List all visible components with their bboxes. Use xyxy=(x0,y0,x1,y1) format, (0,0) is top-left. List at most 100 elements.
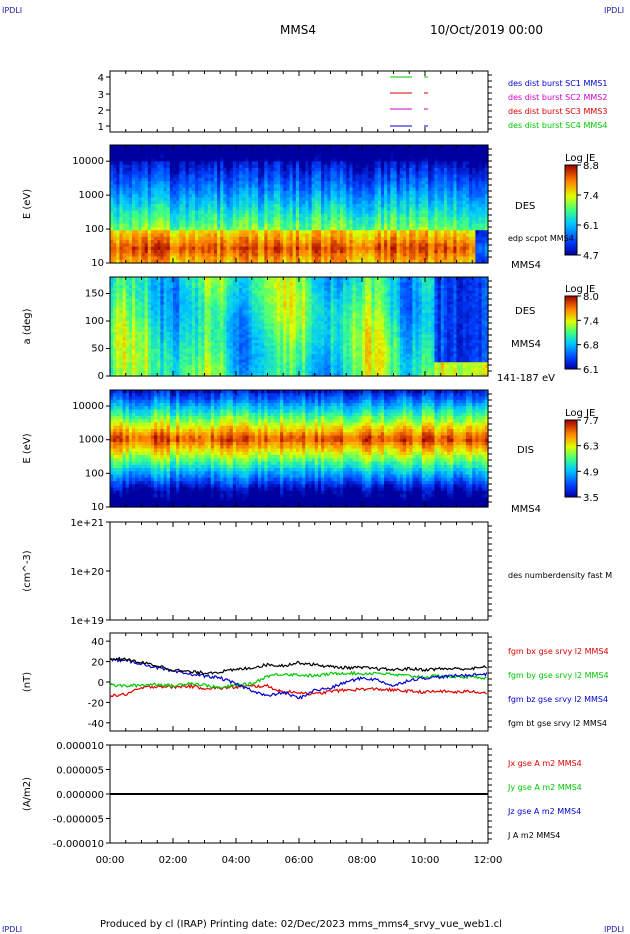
spectrogram-cell xyxy=(346,154,350,159)
spectrogram-cell xyxy=(160,190,165,195)
spectrogram-cell xyxy=(349,200,354,205)
spectrogram-cell xyxy=(132,236,136,241)
spectrogram-cell xyxy=(428,174,432,179)
spectrogram-cell xyxy=(311,226,316,231)
spectrogram-cell xyxy=(220,161,224,166)
spectrogram-cell xyxy=(128,184,133,189)
spectrogram-cell xyxy=(305,158,310,162)
spectrogram-cell xyxy=(399,240,404,244)
spectrogram-cell xyxy=(270,220,275,225)
spectrogram-cell xyxy=(113,194,117,199)
spectrogram-cell xyxy=(220,167,224,172)
spectrogram-cell xyxy=(317,177,322,182)
spectrogram-cell xyxy=(399,154,404,159)
spectrogram-cell xyxy=(314,220,319,225)
spectrogram-cell xyxy=(163,210,168,215)
spectrogram-cell xyxy=(336,148,341,153)
spectrogram-cell xyxy=(113,187,117,192)
spectrogram-cell xyxy=(163,259,168,264)
spectrogram-cell xyxy=(173,174,177,179)
spectrogram-cell xyxy=(182,187,187,192)
spectrogram-cell xyxy=(242,158,247,162)
spectrogram-cell xyxy=(393,190,398,195)
spectrogram-cell xyxy=(236,246,240,251)
spectrogram-cell xyxy=(280,256,284,261)
spectrogram-cell xyxy=(245,217,250,221)
spectrogram-cell xyxy=(399,249,404,254)
spectrogram-cell xyxy=(147,246,152,251)
spectrogram-cell xyxy=(428,158,432,162)
spectrogram-cell xyxy=(251,220,256,225)
spectrogram-cell xyxy=(125,253,130,258)
spectrogram-cell xyxy=(324,204,328,208)
spectrogram-cell xyxy=(138,187,143,192)
spectrogram-cell xyxy=(110,158,114,162)
spectrogram-cell xyxy=(261,190,265,195)
spectrogram-cell xyxy=(188,256,193,261)
spectrogram-cell xyxy=(163,148,168,153)
spectrogram-cell xyxy=(229,158,234,162)
spectrogram-cell xyxy=(406,243,410,248)
spectrogram-cell xyxy=(327,154,332,159)
spectrogram-cell xyxy=(276,223,281,228)
spectrogram-cell xyxy=(141,164,146,169)
spectrogram-cell xyxy=(330,174,335,179)
spectrogram-cell xyxy=(176,213,180,218)
spectrogram-cell xyxy=(327,184,332,189)
spectrogram-cell xyxy=(169,197,174,202)
spectrogram-cell xyxy=(292,158,297,162)
spectrogram-cell xyxy=(267,190,272,195)
spectrogram-cell xyxy=(308,151,313,156)
spectrogram-cell xyxy=(355,187,360,192)
spectrogram-cell xyxy=(333,204,338,208)
spectrogram-cell xyxy=(330,223,335,228)
spectrogram-cell xyxy=(399,217,404,221)
spectrogram-cell xyxy=(311,236,316,241)
spectrogram-cell xyxy=(223,190,228,195)
spectrogram-cell xyxy=(267,223,272,228)
spectrogram-cell xyxy=(182,197,187,202)
spectrogram-cell xyxy=(176,161,180,166)
spectrogram-cell xyxy=(210,167,215,172)
spectrogram-cell xyxy=(393,243,398,248)
spectrogram-cell xyxy=(122,197,127,202)
spectrogram-cell xyxy=(144,174,149,179)
spectrogram-cell xyxy=(254,148,259,153)
spectrogram-cell xyxy=(154,213,158,218)
spectrogram-cell xyxy=(198,167,202,172)
spectrogram-cell xyxy=(355,213,360,218)
spectrogram-cell xyxy=(264,230,269,235)
spectrogram-cell xyxy=(116,240,121,244)
spectrogram-cell xyxy=(166,204,171,208)
spectrogram-cell xyxy=(317,226,322,231)
spectrogram-cell xyxy=(220,184,224,189)
spectrogram-cell xyxy=(374,148,379,153)
spectrogram-cell xyxy=(390,207,395,212)
spectrogram-cell xyxy=(261,151,265,156)
spectrogram-cell xyxy=(380,207,385,212)
spectrogram-cell xyxy=(213,253,218,258)
spectrogram-cell xyxy=(198,204,202,208)
spectrogram-cell xyxy=(166,154,171,159)
spectrogram-cell xyxy=(251,164,256,169)
spectrogram-cell xyxy=(166,161,171,166)
spectrogram-cell xyxy=(374,230,379,235)
spectrogram-cell xyxy=(418,187,423,192)
spectrogram-cell xyxy=(362,253,366,258)
spectrogram-cell xyxy=(327,177,332,182)
spectrogram-cell xyxy=(358,233,363,238)
spectrogram-cell xyxy=(138,181,143,185)
spectrogram-cell xyxy=(258,200,262,205)
spectrogram-cell xyxy=(160,217,165,221)
spectrogram-cell xyxy=(377,197,382,202)
spectrogram-cell xyxy=(169,158,174,162)
spectrogram-cell xyxy=(406,151,410,156)
spectrogram-cell xyxy=(368,243,373,248)
spectrogram-cell xyxy=(286,154,291,159)
spectrogram-cell xyxy=(368,226,373,231)
spectrogram-cell xyxy=(421,177,426,182)
spectrogram-cell xyxy=(173,246,177,251)
spectrogram-cell xyxy=(289,210,294,215)
spectrogram-cell xyxy=(384,204,388,208)
spectrogram-cell xyxy=(409,226,413,231)
